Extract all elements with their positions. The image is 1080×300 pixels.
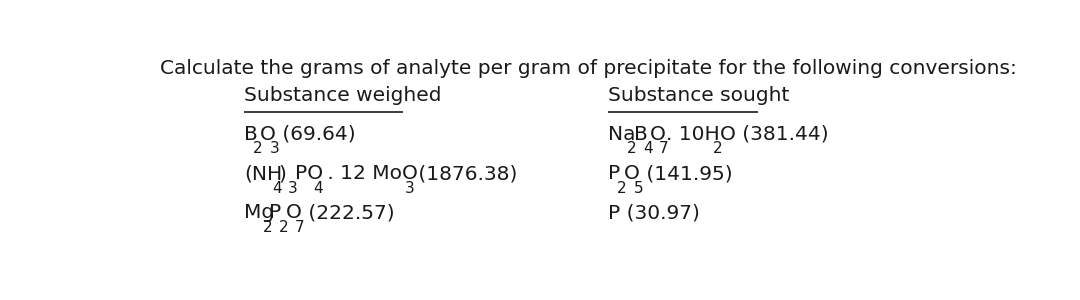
Text: 2: 2 xyxy=(253,141,262,156)
Text: 4: 4 xyxy=(313,181,323,196)
Text: (NH: (NH xyxy=(244,164,282,183)
Text: Calculate the grams of analyte per gram of precipitate for the following convers: Calculate the grams of analyte per gram … xyxy=(160,59,1017,78)
Text: ): ) xyxy=(279,164,286,183)
Text: Substance weighed: Substance weighed xyxy=(244,86,442,105)
Text: (222.57): (222.57) xyxy=(302,203,394,223)
Text: 5: 5 xyxy=(634,181,643,196)
Text: 4: 4 xyxy=(272,181,282,196)
Text: (1876.38): (1876.38) xyxy=(411,164,517,183)
Text: O: O xyxy=(650,125,665,144)
Text: O (381.44): O (381.44) xyxy=(719,125,828,144)
Text: 7: 7 xyxy=(659,141,669,156)
Text: Substance sought: Substance sought xyxy=(608,86,789,105)
Text: 2: 2 xyxy=(262,220,272,235)
Text: 3: 3 xyxy=(288,181,298,196)
Text: 3: 3 xyxy=(405,181,415,196)
Text: (69.64): (69.64) xyxy=(276,125,356,144)
Text: P: P xyxy=(608,164,620,183)
Text: B: B xyxy=(634,125,647,144)
Text: . 10H: . 10H xyxy=(666,125,719,144)
Text: Mg: Mg xyxy=(244,203,274,223)
Text: 4: 4 xyxy=(643,141,652,156)
Text: . 12 MoO: . 12 MoO xyxy=(321,164,418,183)
Text: O: O xyxy=(285,203,301,223)
Text: PO: PO xyxy=(295,164,323,183)
Text: O: O xyxy=(260,125,275,144)
Text: 2: 2 xyxy=(279,220,288,235)
Text: P: P xyxy=(269,203,282,223)
Text: 2: 2 xyxy=(618,181,626,196)
Text: (141.95): (141.95) xyxy=(640,164,733,183)
Text: 2: 2 xyxy=(713,141,723,156)
Text: B: B xyxy=(244,125,257,144)
Text: 3: 3 xyxy=(269,141,279,156)
Text: 2: 2 xyxy=(626,141,636,156)
Text: O: O xyxy=(624,164,640,183)
Text: P (30.97): P (30.97) xyxy=(608,203,700,223)
Text: Na: Na xyxy=(608,125,635,144)
Text: 7: 7 xyxy=(295,220,305,235)
